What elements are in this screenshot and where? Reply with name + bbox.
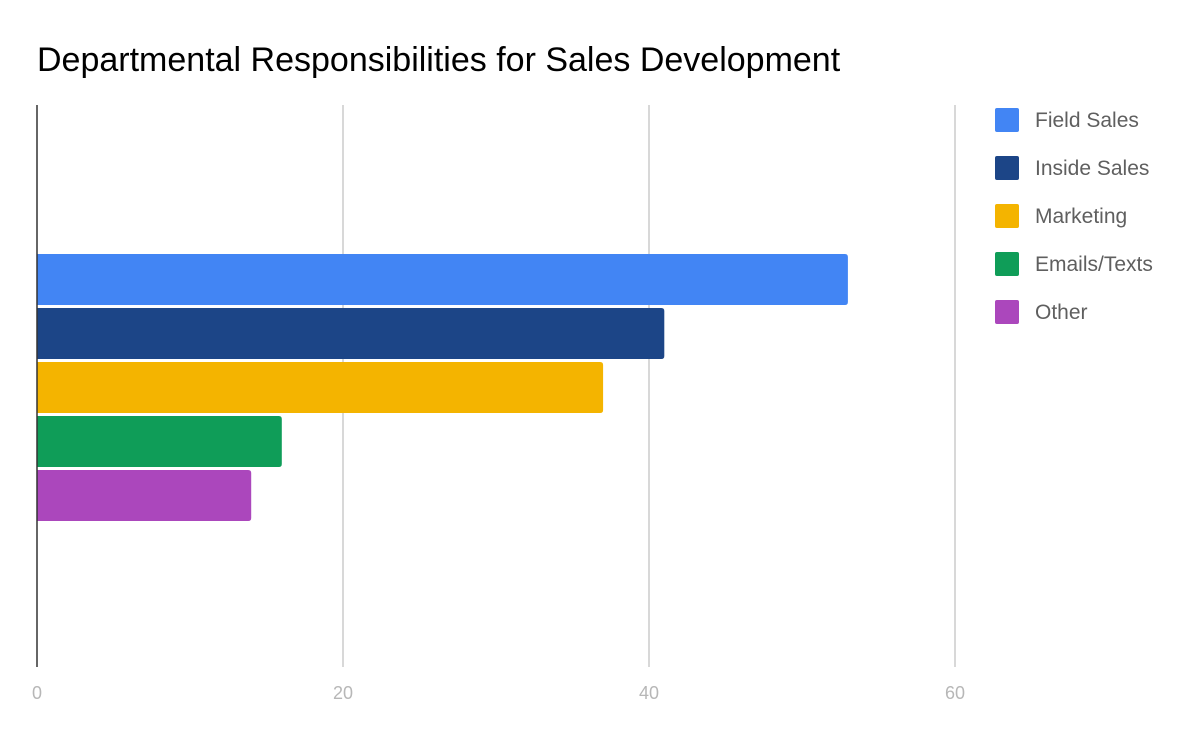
legend-swatch-inside-sales (995, 156, 1019, 180)
legend-swatch-other (995, 300, 1019, 324)
x-tick-label-40: 40 (639, 683, 659, 703)
x-tick-label-0: 0 (32, 683, 42, 703)
bar-inside-sales (37, 308, 665, 359)
legend-swatch-field-sales (995, 108, 1019, 132)
legend-swatch-emails-texts (995, 252, 1019, 276)
x-tick-labels: 0 20 40 60 (32, 683, 965, 703)
legend-swatch-marketing (995, 204, 1019, 228)
legend-label-emails-texts: Emails/Texts (1035, 253, 1153, 276)
bar-emails-texts (37, 416, 282, 467)
x-tick-label-20: 20 (333, 683, 353, 703)
legend: Field Sales Inside Sales Marketing Emails/T… (995, 108, 1153, 324)
legend-label-field-sales: Field Sales (1035, 109, 1139, 132)
legend-label-other: Other (1035, 301, 1088, 324)
legend-label-inside-sales: Inside Sales (1035, 157, 1149, 180)
bar-field-sales (37, 254, 848, 305)
x-tick-label-60: 60 (945, 683, 965, 703)
bars (37, 254, 848, 521)
chart-title: Departmental Responsibilities for Sales … (37, 41, 841, 79)
bar-marketing (37, 362, 604, 413)
legend-label-marketing: Marketing (1035, 205, 1127, 228)
bar-other (37, 470, 252, 521)
